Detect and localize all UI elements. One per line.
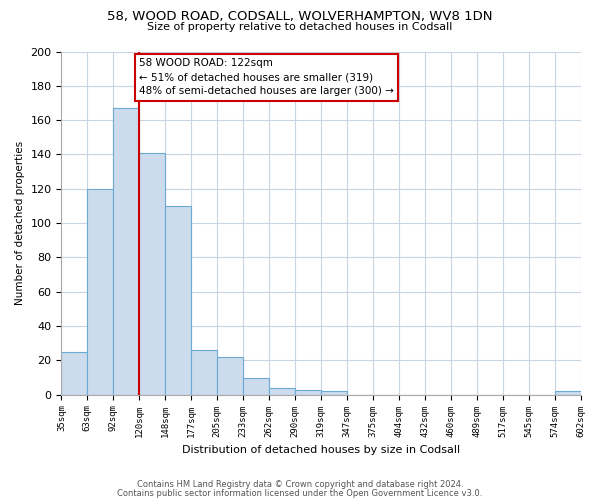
Bar: [191, 350, 217, 395]
Bar: [321, 392, 347, 394]
Bar: [295, 390, 321, 394]
Bar: [243, 378, 269, 394]
Text: Contains HM Land Registry data © Crown copyright and database right 2024.: Contains HM Land Registry data © Crown c…: [137, 480, 463, 489]
Bar: [554, 392, 581, 394]
Bar: [165, 206, 191, 394]
Y-axis label: Number of detached properties: Number of detached properties: [15, 141, 25, 305]
Bar: [269, 388, 295, 394]
Bar: [61, 352, 88, 395]
Text: Size of property relative to detached houses in Codsall: Size of property relative to detached ho…: [148, 22, 452, 32]
Text: 58 WOOD ROAD: 122sqm
← 51% of detached houses are smaller (319)
48% of semi-deta: 58 WOOD ROAD: 122sqm ← 51% of detached h…: [139, 58, 394, 96]
Bar: [217, 357, 243, 395]
Text: Contains public sector information licensed under the Open Government Licence v3: Contains public sector information licen…: [118, 488, 482, 498]
X-axis label: Distribution of detached houses by size in Codsall: Distribution of detached houses by size …: [182, 445, 460, 455]
Text: 58, WOOD ROAD, CODSALL, WOLVERHAMPTON, WV8 1DN: 58, WOOD ROAD, CODSALL, WOLVERHAMPTON, W…: [107, 10, 493, 23]
Bar: [88, 189, 113, 394]
Bar: [139, 152, 165, 394]
Bar: [113, 108, 139, 395]
